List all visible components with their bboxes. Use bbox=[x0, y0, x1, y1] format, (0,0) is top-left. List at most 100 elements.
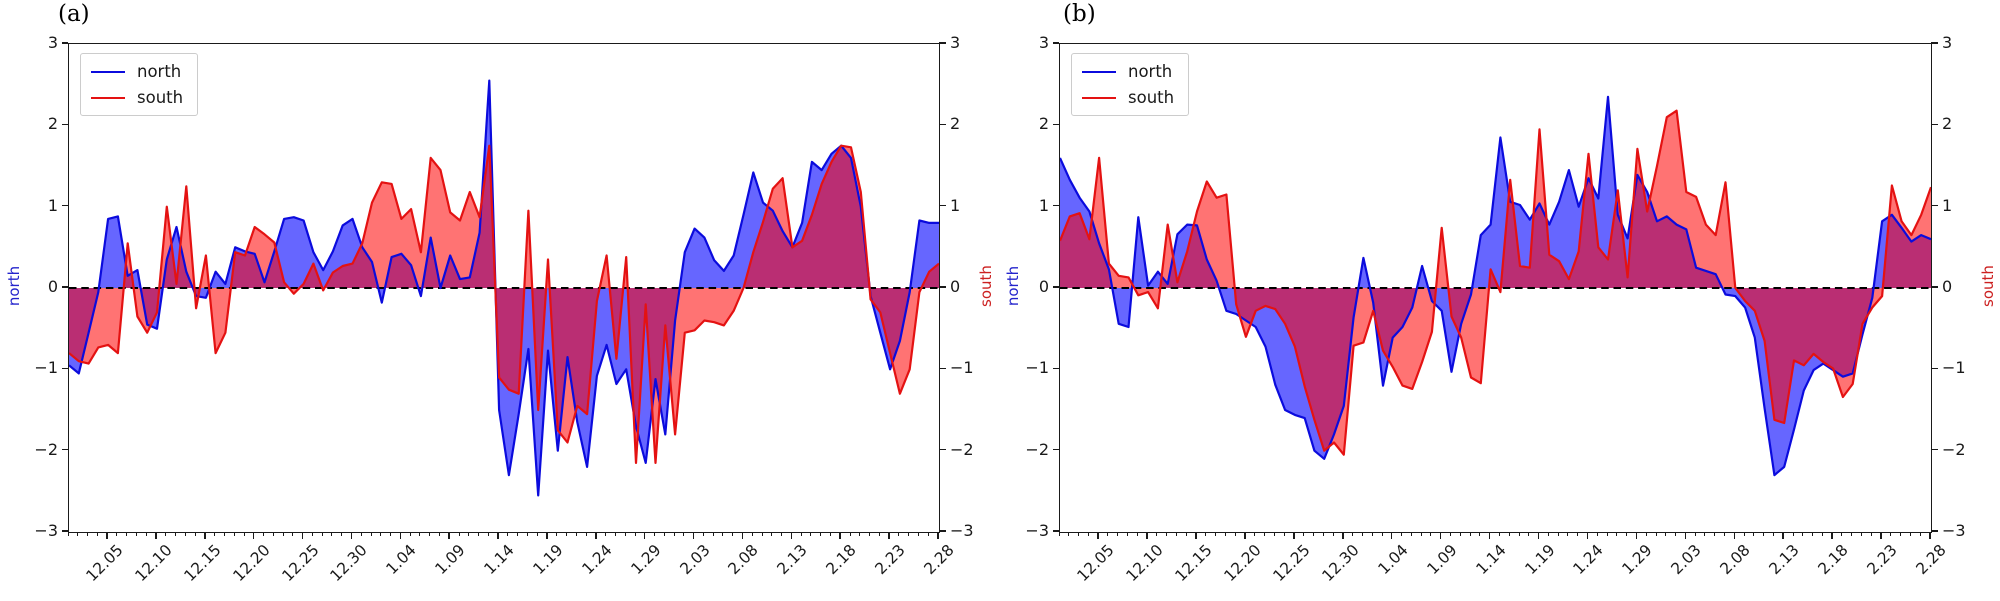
x-minor-tick bbox=[87, 532, 88, 536]
x-major-tick bbox=[1342, 532, 1344, 540]
x-major-tick bbox=[1929, 532, 1931, 540]
south-line-swatch bbox=[91, 96, 125, 99]
x-minor-tick bbox=[1273, 532, 1275, 536]
x-minor-tick bbox=[282, 532, 284, 536]
x-minor-tick bbox=[1753, 532, 1755, 536]
legend-label-north: north bbox=[1128, 62, 1173, 81]
x-minor-tick bbox=[781, 532, 783, 536]
x-minor-tick bbox=[272, 532, 274, 536]
y-tick-label: −2 bbox=[34, 439, 58, 459]
x-minor-tick bbox=[1626, 532, 1628, 536]
x-minor-tick bbox=[1185, 532, 1187, 536]
x-minor-tick bbox=[614, 532, 616, 536]
x-minor-tick bbox=[1861, 532, 1862, 536]
x-minor-tick bbox=[96, 532, 98, 536]
y-tick bbox=[1931, 204, 1938, 207]
y-tick-label: 2 bbox=[47, 114, 58, 134]
x-tick-label: 1.14 bbox=[480, 541, 518, 579]
x-minor-tick bbox=[194, 532, 196, 536]
y-tick-label: 0 bbox=[950, 277, 961, 296]
x-minor-tick bbox=[321, 532, 323, 536]
y-tick-label: 3 bbox=[1038, 33, 1049, 52]
x-minor-tick bbox=[663, 532, 665, 536]
x-tick-label: 1.24 bbox=[1570, 541, 1608, 579]
x-major-tick bbox=[839, 532, 841, 540]
x-minor-tick bbox=[292, 532, 294, 536]
x-minor-tick bbox=[1087, 532, 1089, 536]
x-minor-tick bbox=[1694, 532, 1696, 536]
x-minor-tick bbox=[233, 532, 235, 536]
x-minor-tick bbox=[145, 532, 147, 536]
x-major-tick bbox=[1537, 532, 1540, 540]
y-tick bbox=[939, 123, 946, 126]
x-tick-label: 12.25 bbox=[278, 541, 323, 586]
y-tick bbox=[1931, 530, 1938, 532]
x-major-tick bbox=[1782, 532, 1784, 540]
x-minor-tick bbox=[263, 532, 264, 536]
x-minor-tick bbox=[1665, 532, 1667, 536]
x-minor-tick bbox=[673, 532, 675, 536]
x-minor-tick bbox=[429, 532, 431, 536]
x-minor-tick bbox=[67, 532, 69, 536]
north-line-swatch bbox=[91, 70, 125, 73]
x-minor-tick bbox=[1567, 532, 1569, 536]
legend-label-north: north bbox=[137, 62, 182, 81]
x-minor-tick bbox=[214, 532, 216, 536]
x-tick-label: 12.20 bbox=[229, 541, 274, 586]
x-minor-tick bbox=[1352, 532, 1354, 536]
y-tick bbox=[1052, 123, 1059, 126]
x-minor-tick bbox=[1332, 532, 1334, 536]
x-minor-tick bbox=[1175, 532, 1177, 536]
x-major-tick bbox=[1831, 532, 1833, 540]
x-minor-tick bbox=[1743, 532, 1745, 536]
x-tick-label: 1.09 bbox=[1423, 541, 1461, 579]
x-minor-tick bbox=[859, 532, 861, 536]
x-tick-label: 2.23 bbox=[871, 541, 909, 579]
x-minor-tick bbox=[1361, 532, 1363, 536]
x-tick-label: 1.24 bbox=[578, 541, 616, 579]
x-tick-label: 1.09 bbox=[431, 541, 469, 579]
x-minor-tick bbox=[683, 532, 685, 536]
x-minor-tick bbox=[1264, 532, 1265, 536]
x-minor-tick bbox=[135, 532, 137, 536]
legend-label-south: south bbox=[137, 88, 184, 107]
x-minor-tick bbox=[1469, 532, 1471, 536]
y-tick bbox=[1052, 286, 1059, 288]
x-minor-tick bbox=[77, 532, 79, 536]
x-minor-tick bbox=[175, 532, 176, 536]
x-minor-tick bbox=[800, 532, 802, 536]
x-minor-tick bbox=[722, 532, 724, 536]
x-minor-tick bbox=[439, 532, 440, 536]
x-minor-tick bbox=[1322, 532, 1324, 536]
x-minor-tick bbox=[1450, 532, 1451, 536]
x-minor-tick bbox=[927, 532, 929, 536]
x-minor-tick bbox=[341, 532, 343, 536]
x-minor-tick bbox=[1675, 532, 1676, 536]
y-tick-label: −3 bbox=[34, 521, 58, 540]
x-minor-tick bbox=[1068, 532, 1070, 536]
x-minor-tick bbox=[1459, 532, 1461, 536]
x-minor-tick bbox=[390, 532, 392, 536]
x-minor-tick bbox=[1714, 532, 1716, 536]
x-minor-tick bbox=[878, 532, 880, 536]
x-minor-tick bbox=[487, 532, 489, 536]
x-tick-label: 2.28 bbox=[920, 541, 958, 579]
x-minor-tick bbox=[917, 532, 919, 536]
x-minor-tick bbox=[1371, 532, 1373, 536]
x-major-tick bbox=[692, 532, 695, 540]
south-line-swatch bbox=[1082, 96, 1116, 99]
x-minor-tick bbox=[1763, 532, 1765, 536]
chart-a-plot-area bbox=[68, 43, 940, 533]
y-tick bbox=[61, 42, 68, 44]
x-minor-tick bbox=[1900, 532, 1902, 536]
x-minor-tick bbox=[1577, 532, 1579, 536]
x-tick-label: 1.04 bbox=[1374, 541, 1412, 579]
x-tick-label: 2.08 bbox=[725, 541, 763, 579]
x-major-tick bbox=[155, 532, 157, 540]
x-major-tick bbox=[1439, 532, 1442, 540]
x-minor-tick bbox=[1166, 532, 1168, 536]
chart-b-legend: north south bbox=[1071, 53, 1190, 116]
x-minor-tick bbox=[380, 532, 382, 536]
y-tick-label: −1 bbox=[1025, 358, 1049, 378]
x-major-tick bbox=[1488, 532, 1491, 540]
